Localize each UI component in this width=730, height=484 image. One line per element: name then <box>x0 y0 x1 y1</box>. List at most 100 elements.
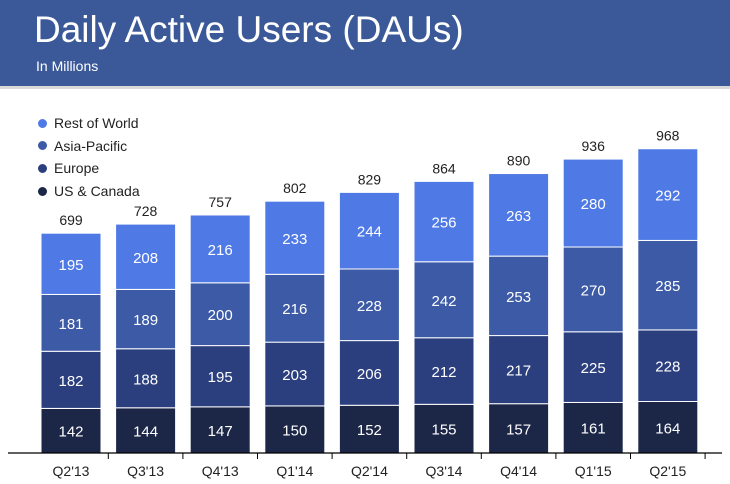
bar-segment-rest-of-world <box>562 158 624 248</box>
page-title: Daily Active Users (DAUs) <box>34 9 464 50</box>
data-label-europe: 188 <box>133 371 158 388</box>
data-label-asia-pacific: 285 <box>655 278 680 295</box>
data-label-us-canada: 147 <box>208 423 233 440</box>
data-label-asia-pacific: 270 <box>581 282 606 299</box>
data-label-europe: 217 <box>506 363 531 380</box>
data-label-europe: 212 <box>431 364 456 381</box>
legend-swatch-europe <box>38 163 47 173</box>
data-label-rest-of-world: 292 <box>655 188 680 205</box>
bar-segment-rest-of-world <box>264 200 326 275</box>
x-tick-label: Q1'14 <box>276 463 313 479</box>
legend-item-europe: Europe <box>38 157 140 180</box>
x-tick-label: Q3'13 <box>127 463 164 479</box>
data-label-us-canada: 155 <box>431 422 456 439</box>
x-tick-label: Q4'13 <box>202 463 239 479</box>
data-label-europe: 225 <box>581 360 606 377</box>
bar-segment-europe <box>40 350 102 409</box>
data-label-asia-pacific: 216 <box>282 301 307 318</box>
x-tick-label: Q2'15 <box>649 463 686 479</box>
legend-swatch-rest-of-world <box>38 118 47 128</box>
total-label: 864 <box>432 160 456 176</box>
total-label: 936 <box>582 138 606 154</box>
legend-item-us-canada: US & Canada <box>38 180 140 203</box>
legend-item-rest-of-world: Rest of World <box>38 112 140 135</box>
data-label-rest-of-world: 216 <box>208 242 233 259</box>
data-label-rest-of-world: 256 <box>431 215 456 232</box>
x-tick-label: Q3'14 <box>426 463 463 479</box>
data-label-europe: 228 <box>655 359 680 376</box>
bar-segment-asia-pacific <box>189 282 251 347</box>
data-label-europe: 206 <box>357 366 382 383</box>
data-label-rest-of-world: 233 <box>282 231 307 248</box>
legend-label-asia-pacific: Asia-Pacific <box>54 137 128 154</box>
data-label-asia-pacific: 189 <box>133 312 158 329</box>
bar-segment-asia-pacific <box>637 239 699 331</box>
data-label-us-canada: 150 <box>282 422 307 439</box>
bar-segment-us-canada <box>189 406 251 454</box>
total-label: 968 <box>656 128 680 144</box>
bar-segment-rest-of-world <box>189 214 251 284</box>
data-label-europe: 203 <box>282 367 307 384</box>
data-label-asia-pacific: 228 <box>357 298 382 315</box>
total-label: 757 <box>209 194 233 210</box>
total-label: 802 <box>283 180 307 196</box>
total-label: 699 <box>59 212 83 228</box>
data-label-rest-of-world: 208 <box>133 250 158 267</box>
legend-label-us-canada: US & Canada <box>54 183 140 200</box>
header-bar: Daily Active Users (DAUs) In Millions <box>0 0 730 86</box>
legend-swatch-asia-pacific <box>38 141 47 151</box>
chart-legend: Rest of World Asia-Pacific Europe US & C… <box>38 112 140 202</box>
data-label-us-canada: 152 <box>357 422 382 439</box>
bar-segment-asia-pacific <box>338 268 400 342</box>
data-label-us-canada: 142 <box>58 424 83 441</box>
bar-segment-asia-pacific <box>40 293 102 352</box>
data-label-us-canada: 144 <box>133 423 158 440</box>
bar-segment-rest-of-world <box>40 232 102 295</box>
data-label-asia-pacific: 253 <box>506 289 531 306</box>
bar-segment-us-canada <box>264 405 326 454</box>
bar-segment-rest-of-world <box>488 173 550 257</box>
data-label-asia-pacific: 181 <box>58 316 83 333</box>
bar-segment-europe <box>189 345 251 408</box>
bar-segment-us-canada <box>115 407 177 454</box>
legend-label-europe: Europe <box>54 160 100 177</box>
data-label-asia-pacific: 242 <box>431 293 456 310</box>
x-tick-label: Q2'13 <box>53 463 90 479</box>
data-label-us-canada: 164 <box>655 420 680 437</box>
bar-segment-europe <box>264 341 326 407</box>
bar-segment-asia-pacific <box>413 261 475 339</box>
data-label-us-canada: 161 <box>581 421 606 438</box>
x-tick-label: Q2'14 <box>351 463 388 479</box>
header-divider <box>0 86 730 89</box>
bar-segment-rest-of-world <box>413 180 475 263</box>
data-label-us-canada: 157 <box>506 421 531 438</box>
total-label: 890 <box>507 153 531 169</box>
x-tick-label: Q1'15 <box>575 463 612 479</box>
bar-segment-europe <box>562 331 624 403</box>
data-label-rest-of-world: 195 <box>58 257 83 274</box>
data-label-rest-of-world: 263 <box>506 208 531 225</box>
bar-segment-rest-of-world <box>115 223 177 290</box>
legend-label-rest-of-world: Rest of World <box>54 115 139 132</box>
data-label-asia-pacific: 200 <box>208 307 233 324</box>
bar-segment-europe <box>413 337 475 405</box>
bar-segment-europe <box>115 348 177 409</box>
bar-segment-europe <box>488 335 550 405</box>
data-label-europe: 182 <box>58 373 83 390</box>
data-label-europe: 195 <box>208 369 233 386</box>
bar-segment-europe <box>338 340 400 406</box>
data-label-rest-of-world: 280 <box>581 196 606 213</box>
page-subtitle: In Millions <box>36 58 99 74</box>
data-label-rest-of-world: 244 <box>357 224 382 241</box>
bar-segment-us-canada <box>637 401 699 454</box>
bar-segment-rest-of-world <box>338 191 400 270</box>
x-tick-label: Q4'14 <box>500 463 537 479</box>
bar-segment-rest-of-world <box>637 148 699 241</box>
total-label: 829 <box>358 171 382 187</box>
bar-segment-asia-pacific <box>562 246 624 333</box>
bar-segment-us-canada <box>488 403 550 454</box>
legend-swatch-us-canada <box>38 186 47 196</box>
total-label: 728 <box>134 203 158 219</box>
legend-item-asia-pacific: Asia-Pacific <box>38 135 140 158</box>
